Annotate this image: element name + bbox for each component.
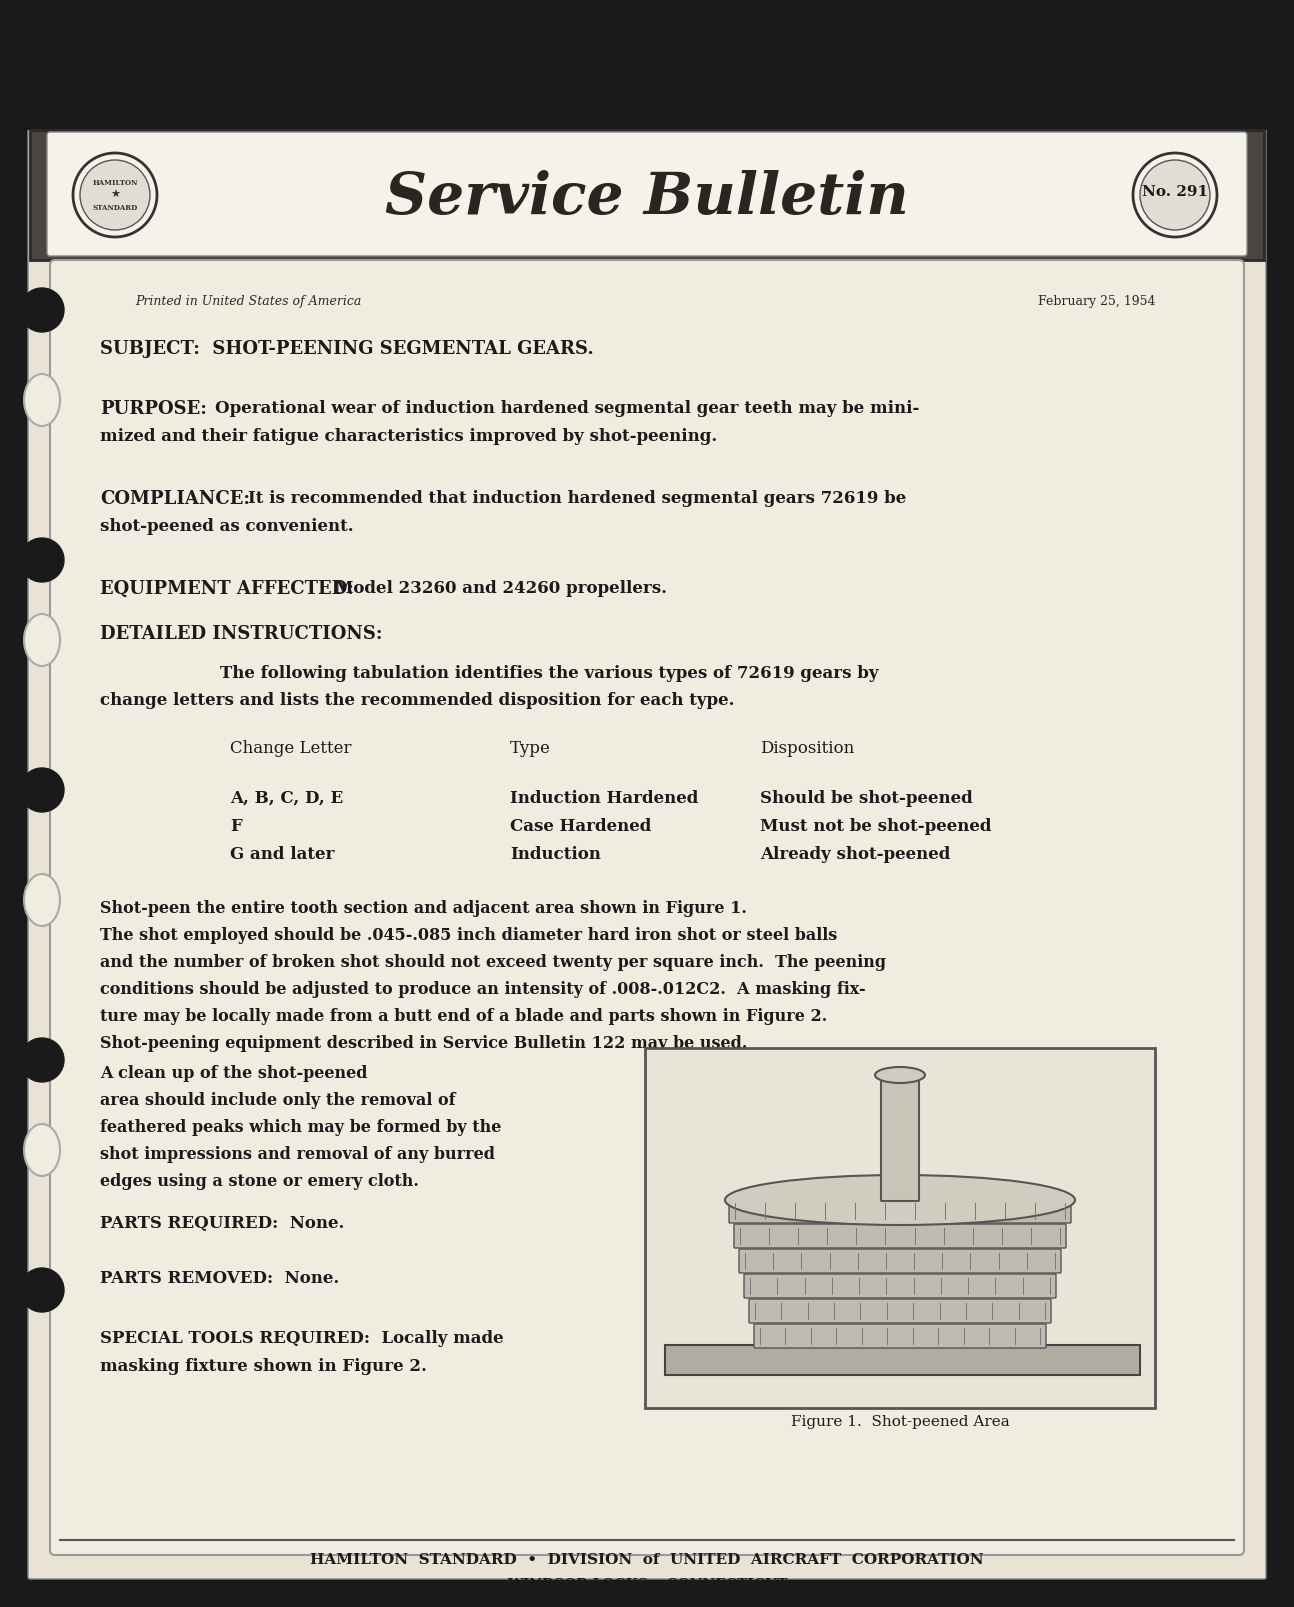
Polygon shape <box>0 0 1294 130</box>
FancyBboxPatch shape <box>744 1274 1056 1298</box>
Circle shape <box>19 288 63 333</box>
Text: Disposition: Disposition <box>760 739 854 757</box>
Text: The following tabulation identifies the various types of 72619 gears by: The following tabulation identifies the … <box>220 665 879 681</box>
Text: It is recommended that induction hardened segmental gears 72619 be: It is recommended that induction hardene… <box>248 490 906 506</box>
Text: EQUIPMENT AFFECTED:: EQUIPMENT AFFECTED: <box>100 580 353 598</box>
Text: SPECIAL TOOLS REQUIRED:  Locally made: SPECIAL TOOLS REQUIRED: Locally made <box>100 1331 503 1347</box>
Text: February 25, 1954: February 25, 1954 <box>1038 296 1156 309</box>
Circle shape <box>19 1038 63 1082</box>
Text: Type: Type <box>510 739 551 757</box>
Text: WINDSOR LOCKS • CONNECTICUT: WINDSOR LOCKS • CONNECTICUT <box>507 1578 787 1593</box>
Text: PARTS REQUIRED:  None.: PARTS REQUIRED: None. <box>100 1215 344 1233</box>
Text: Operational wear of induction hardened segmental gear teeth may be mini-: Operational wear of induction hardened s… <box>215 400 919 416</box>
Ellipse shape <box>725 1175 1075 1225</box>
Text: Induction: Induction <box>510 845 600 863</box>
Text: shot-peened as convenient.: shot-peened as convenient. <box>100 517 353 535</box>
Text: F: F <box>230 818 242 836</box>
Text: and the number of broken shot should not exceed twenty per square inch.  The pee: and the number of broken shot should not… <box>100 955 886 971</box>
Text: mized and their fatigue characteristics improved by shot-peening.: mized and their fatigue characteristics … <box>100 427 717 445</box>
Text: Should be shot-peened: Should be shot-peened <box>760 791 973 807</box>
Circle shape <box>1134 153 1216 236</box>
Text: Induction Hardened: Induction Hardened <box>510 791 699 807</box>
FancyBboxPatch shape <box>47 132 1247 256</box>
Text: change letters and lists the recommended disposition for each type.: change letters and lists the recommended… <box>100 693 735 709</box>
Text: PARTS REMOVED:  None.: PARTS REMOVED: None. <box>100 1270 339 1287</box>
Circle shape <box>19 768 63 812</box>
Text: area should include only the removal of: area should include only the removal of <box>100 1093 455 1109</box>
Text: COMPLIANCE:: COMPLIANCE: <box>100 490 250 508</box>
Circle shape <box>19 1268 63 1311</box>
FancyBboxPatch shape <box>739 1249 1061 1273</box>
Text: DETAILED INSTRUCTIONS:: DETAILED INSTRUCTIONS: <box>100 625 383 643</box>
Text: HAMILTON: HAMILTON <box>92 178 137 186</box>
FancyBboxPatch shape <box>881 1073 919 1200</box>
Text: Service Bulletin: Service Bulletin <box>386 170 908 227</box>
FancyBboxPatch shape <box>749 1298 1051 1323</box>
Ellipse shape <box>25 874 60 926</box>
Text: Case Hardened: Case Hardened <box>510 818 651 836</box>
Ellipse shape <box>25 1123 60 1176</box>
Circle shape <box>19 538 63 582</box>
Text: The shot employed should be .045-.085 inch diameter hard iron shot or steel ball: The shot employed should be .045-.085 in… <box>100 927 837 943</box>
Circle shape <box>72 153 157 236</box>
Text: masking fixture shown in Figure 2.: masking fixture shown in Figure 2. <box>100 1358 427 1376</box>
Text: ★: ★ <box>110 190 120 199</box>
Text: conditions should be adjusted to produce an intensity of .008-.012C2.  A masking: conditions should be adjusted to produce… <box>100 980 866 998</box>
Text: Shot-peening equipment described in Service Bulletin 122 may be used.: Shot-peening equipment described in Serv… <box>100 1035 748 1053</box>
Text: G and later: G and later <box>230 845 334 863</box>
FancyBboxPatch shape <box>50 260 1244 1556</box>
Ellipse shape <box>25 614 60 665</box>
FancyBboxPatch shape <box>644 1048 1156 1408</box>
Text: Shot-peen the entire tooth section and adjacent area shown in Figure 1.: Shot-peen the entire tooth section and a… <box>100 900 747 918</box>
Text: HAMILTON  STANDARD  •  DIVISION  of  UNITED  AIRCRAFT  CORPORATION: HAMILTON STANDARD • DIVISION of UNITED A… <box>311 1552 983 1567</box>
Text: A, B, C, D, E: A, B, C, D, E <box>230 791 343 807</box>
Text: Already shot-peened: Already shot-peened <box>760 845 950 863</box>
Ellipse shape <box>875 1067 925 1083</box>
FancyBboxPatch shape <box>729 1199 1071 1223</box>
Text: feathered peaks which may be formed by the: feathered peaks which may be formed by t… <box>100 1118 501 1136</box>
Text: Change Letter: Change Letter <box>230 739 352 757</box>
FancyBboxPatch shape <box>754 1324 1046 1348</box>
Polygon shape <box>665 1345 1140 1376</box>
Text: edges using a stone or emery cloth.: edges using a stone or emery cloth. <box>100 1173 419 1191</box>
FancyBboxPatch shape <box>28 27 1266 1580</box>
Text: STANDARD: STANDARD <box>92 204 137 212</box>
Text: ture may be locally made from a butt end of a blade and parts shown in Figure 2.: ture may be locally made from a butt end… <box>100 1008 827 1025</box>
Text: Must not be shot-peened: Must not be shot-peened <box>760 818 991 836</box>
Ellipse shape <box>25 374 60 426</box>
FancyBboxPatch shape <box>30 130 1264 260</box>
Text: SUBJECT:  SHOT-PEENING SEGMENTAL GEARS.: SUBJECT: SHOT-PEENING SEGMENTAL GEARS. <box>100 341 594 358</box>
Text: Figure 1.  Shot-peened Area: Figure 1. Shot-peened Area <box>791 1416 1009 1429</box>
Circle shape <box>80 161 150 230</box>
Text: Printed in United States of America: Printed in United States of America <box>135 296 361 309</box>
Text: A clean up of the shot-peened: A clean up of the shot-peened <box>100 1065 367 1082</box>
Text: shot impressions and removal of any burred: shot impressions and removal of any burr… <box>100 1146 496 1163</box>
Text: PURPOSE:: PURPOSE: <box>100 400 207 418</box>
Circle shape <box>1140 161 1210 230</box>
Text: No. 291: No. 291 <box>1141 185 1209 199</box>
Text: Model 23260 and 24260 propellers.: Model 23260 and 24260 propellers. <box>335 580 666 596</box>
FancyBboxPatch shape <box>734 1225 1066 1249</box>
